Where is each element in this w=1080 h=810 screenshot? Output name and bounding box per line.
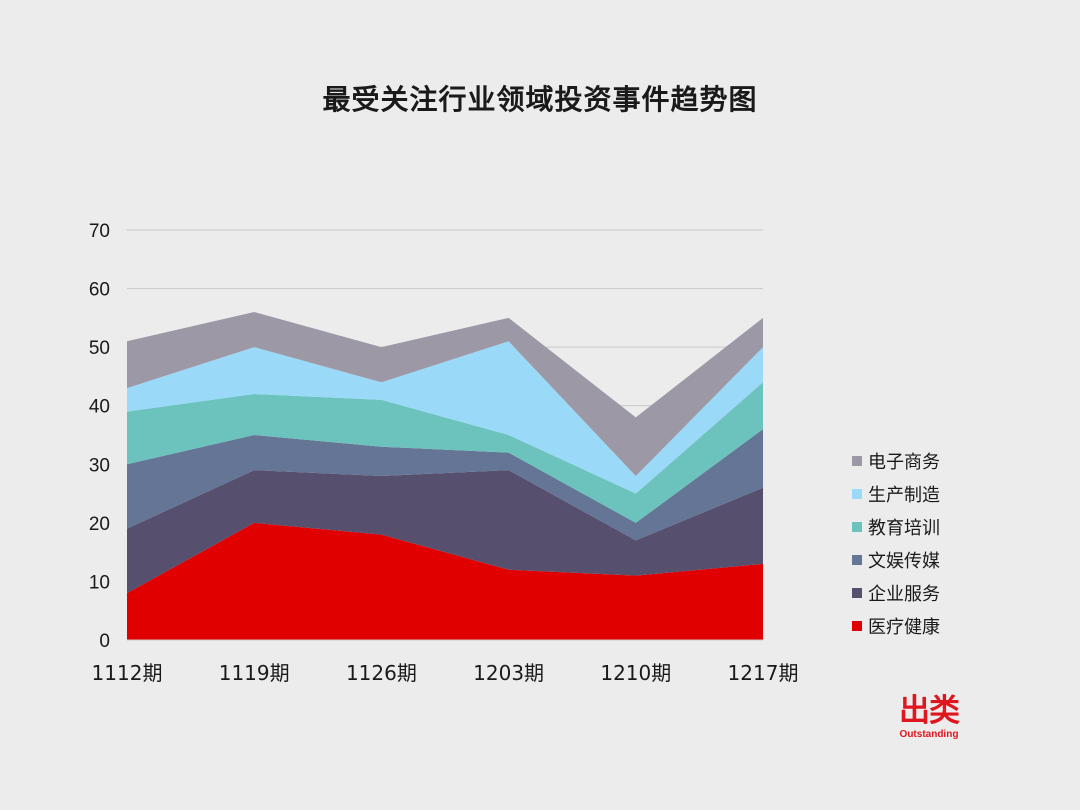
legend-item: 企业服务 (852, 576, 1032, 609)
outstanding-logo: 出类 Outstanding (893, 694, 965, 742)
legend-label: 企业服务 (868, 583, 940, 605)
area-series-2 (127, 429, 763, 541)
chart-title: 最受关注行业领域投资事件趋势图 (322, 83, 758, 116)
legend-label: 教育培训 (868, 517, 940, 539)
y-tick-label: 50 (89, 338, 110, 359)
area-series-0 (127, 522, 763, 640)
legend-swatch (852, 620, 862, 631)
legend-label: 生产制造 (868, 484, 940, 506)
legend-swatch (852, 521, 862, 532)
legend-item: 生产制造 (852, 477, 1032, 510)
x-tick-label: 1203期 (473, 661, 544, 685)
legend-item: 电子商务 (852, 444, 1032, 477)
axes: 0 10 20 30 40 50 60 70 1112期 1119期 1126期 1203期 1210期… (89, 221, 799, 685)
legend-item: 文娱传媒 (852, 543, 1032, 576)
legend-swatch (852, 488, 862, 499)
area-series-3 (127, 382, 763, 523)
x-tick-label: 1217期 (728, 661, 799, 685)
legend-item: 教育培训 (852, 510, 1032, 543)
x-tick-label: 1126期 (346, 661, 417, 685)
logo-text-en: Outstanding (899, 729, 959, 740)
x-tick-label: 1119期 (219, 661, 290, 685)
legend-item: 医疗健康 (852, 609, 1032, 642)
legend-label: 医疗健康 (868, 616, 940, 638)
y-tick-label: 0 (99, 631, 110, 652)
area-series-5 (127, 312, 763, 476)
area-series-1 (127, 470, 763, 594)
legend: 电子商务生产制造教育培训文娱传媒企业服务医疗健康 (852, 444, 1032, 642)
y-tick-label: 70 (89, 221, 110, 242)
y-tick-label: 30 (89, 455, 110, 476)
legend-swatch (852, 587, 862, 598)
stacked-areas (127, 312, 763, 640)
legend-swatch (852, 455, 862, 466)
legend-label: 文娱传媒 (868, 550, 940, 572)
y-tick-label: 60 (89, 280, 110, 301)
x-tick-label: 1112期 (92, 661, 163, 685)
y-tick-label: 20 (89, 514, 110, 535)
legend-label: 电子商务 (868, 451, 940, 473)
y-tick-label: 10 (89, 572, 110, 593)
legend-swatch (852, 554, 862, 565)
logo-text-cn: 出类 (899, 693, 960, 729)
x-tick-label: 1210期 (600, 661, 671, 685)
y-tick-label: 40 (89, 397, 110, 418)
area-series-4 (127, 341, 763, 494)
